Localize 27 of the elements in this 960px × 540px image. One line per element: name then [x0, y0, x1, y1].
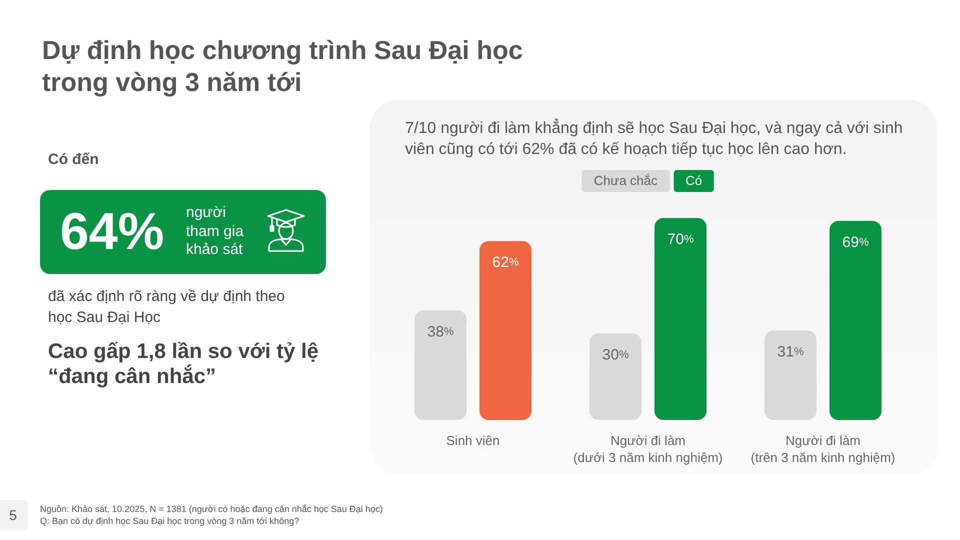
data-label: 69%	[842, 234, 869, 251]
x-tick-label: Sinh viên	[446, 433, 500, 448]
bar	[590, 333, 642, 420]
data-label: 31%	[777, 344, 804, 361]
data-label: 62%	[492, 254, 519, 272]
text: 64%	[60, 203, 166, 261]
x-tick-label: Người đi làm (dưới 3 năm kinh nghiệm)	[573, 433, 723, 465]
legend-label: Có	[684, 172, 704, 190]
chart-subtitle: 7/10 người đi làm khẳng định sẽ học Sau Đại học, và ngay cả với sinh viên cũng có tới 62% đã có kế hoạch tiếp tục học lên cao hơn.	[405, 118, 904, 160]
bar	[830, 220, 882, 420]
text: 5	[8, 507, 18, 523]
data-label: 38%	[427, 323, 454, 340]
bar	[414, 310, 466, 420]
text: Nguồn: Khảo sát, 10.2025, N = 1381 (người có hoặc đang cân nhắc học Sau Đại học)	[40, 503, 384, 515]
text: Có đến	[48, 151, 100, 170]
text: Q: Bạn có dự định học Sau Đại học trong vòng 3 năm tới không?	[40, 515, 300, 527]
text: người tham gia khảo sát	[186, 204, 245, 260]
bar	[480, 241, 532, 420]
data-label: 30%	[602, 346, 629, 364]
legend-label: Chưa chắc	[592, 172, 658, 190]
data-label: 70%	[667, 231, 694, 248]
chart-title: Dự định học chương trình Sau Đại học trong vòng 3 năm tới	[42, 34, 524, 98]
x-tick-label: Người đi làm (trên 3 năm kinh nghiệm)	[750, 433, 896, 465]
bar	[654, 218, 706, 420]
bar	[764, 330, 816, 420]
text: Cao gấp 1,8 lần so với tỷ lệ “đang cân nhắc”	[48, 339, 320, 389]
text: đã xác định rõ ràng về dự định theo học Sau Đại Học	[48, 287, 286, 328]
